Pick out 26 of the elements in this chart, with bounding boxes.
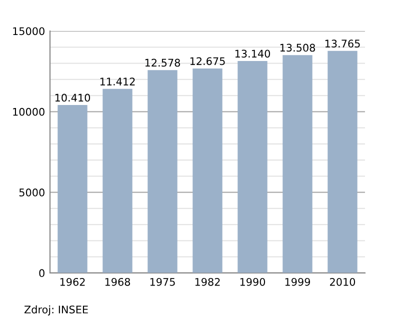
- data-label: 13.508: [280, 44, 316, 52]
- bar: [192, 68, 222, 273]
- data-label: 13.765: [325, 40, 360, 48]
- x-tick-label: 1968: [105, 278, 130, 286]
- data-label: 10.410: [55, 94, 90, 102]
- data-label: 12.675: [190, 57, 225, 66]
- x-tick-label: 1962: [60, 278, 85, 286]
- y-tick-label: 5000: [19, 188, 44, 196]
- bar: [282, 55, 312, 273]
- x-tick-label: 2010: [330, 278, 356, 286]
- bar: [102, 88, 132, 273]
- y-tick-label: 10000: [13, 108, 44, 116]
- bar: [148, 70, 178, 273]
- x-tick-label: 1999: [285, 278, 310, 286]
- y-tick-label: 0: [39, 269, 44, 278]
- data-label: 12.578: [145, 58, 180, 67]
- text: Zdroj: INSEE: [24, 305, 88, 316]
- y-tick-label: 15000: [13, 27, 44, 36]
- bar: [328, 50, 358, 273]
- bar: [238, 61, 268, 273]
- bar: [58, 105, 88, 273]
- data-label: 13.140: [235, 50, 270, 58]
- x-tick-label: 1975: [150, 278, 175, 286]
- data-label: 11.412: [100, 78, 135, 86]
- x-tick-label: 1982: [195, 278, 220, 286]
- x-tick-label: 1990: [240, 278, 266, 286]
